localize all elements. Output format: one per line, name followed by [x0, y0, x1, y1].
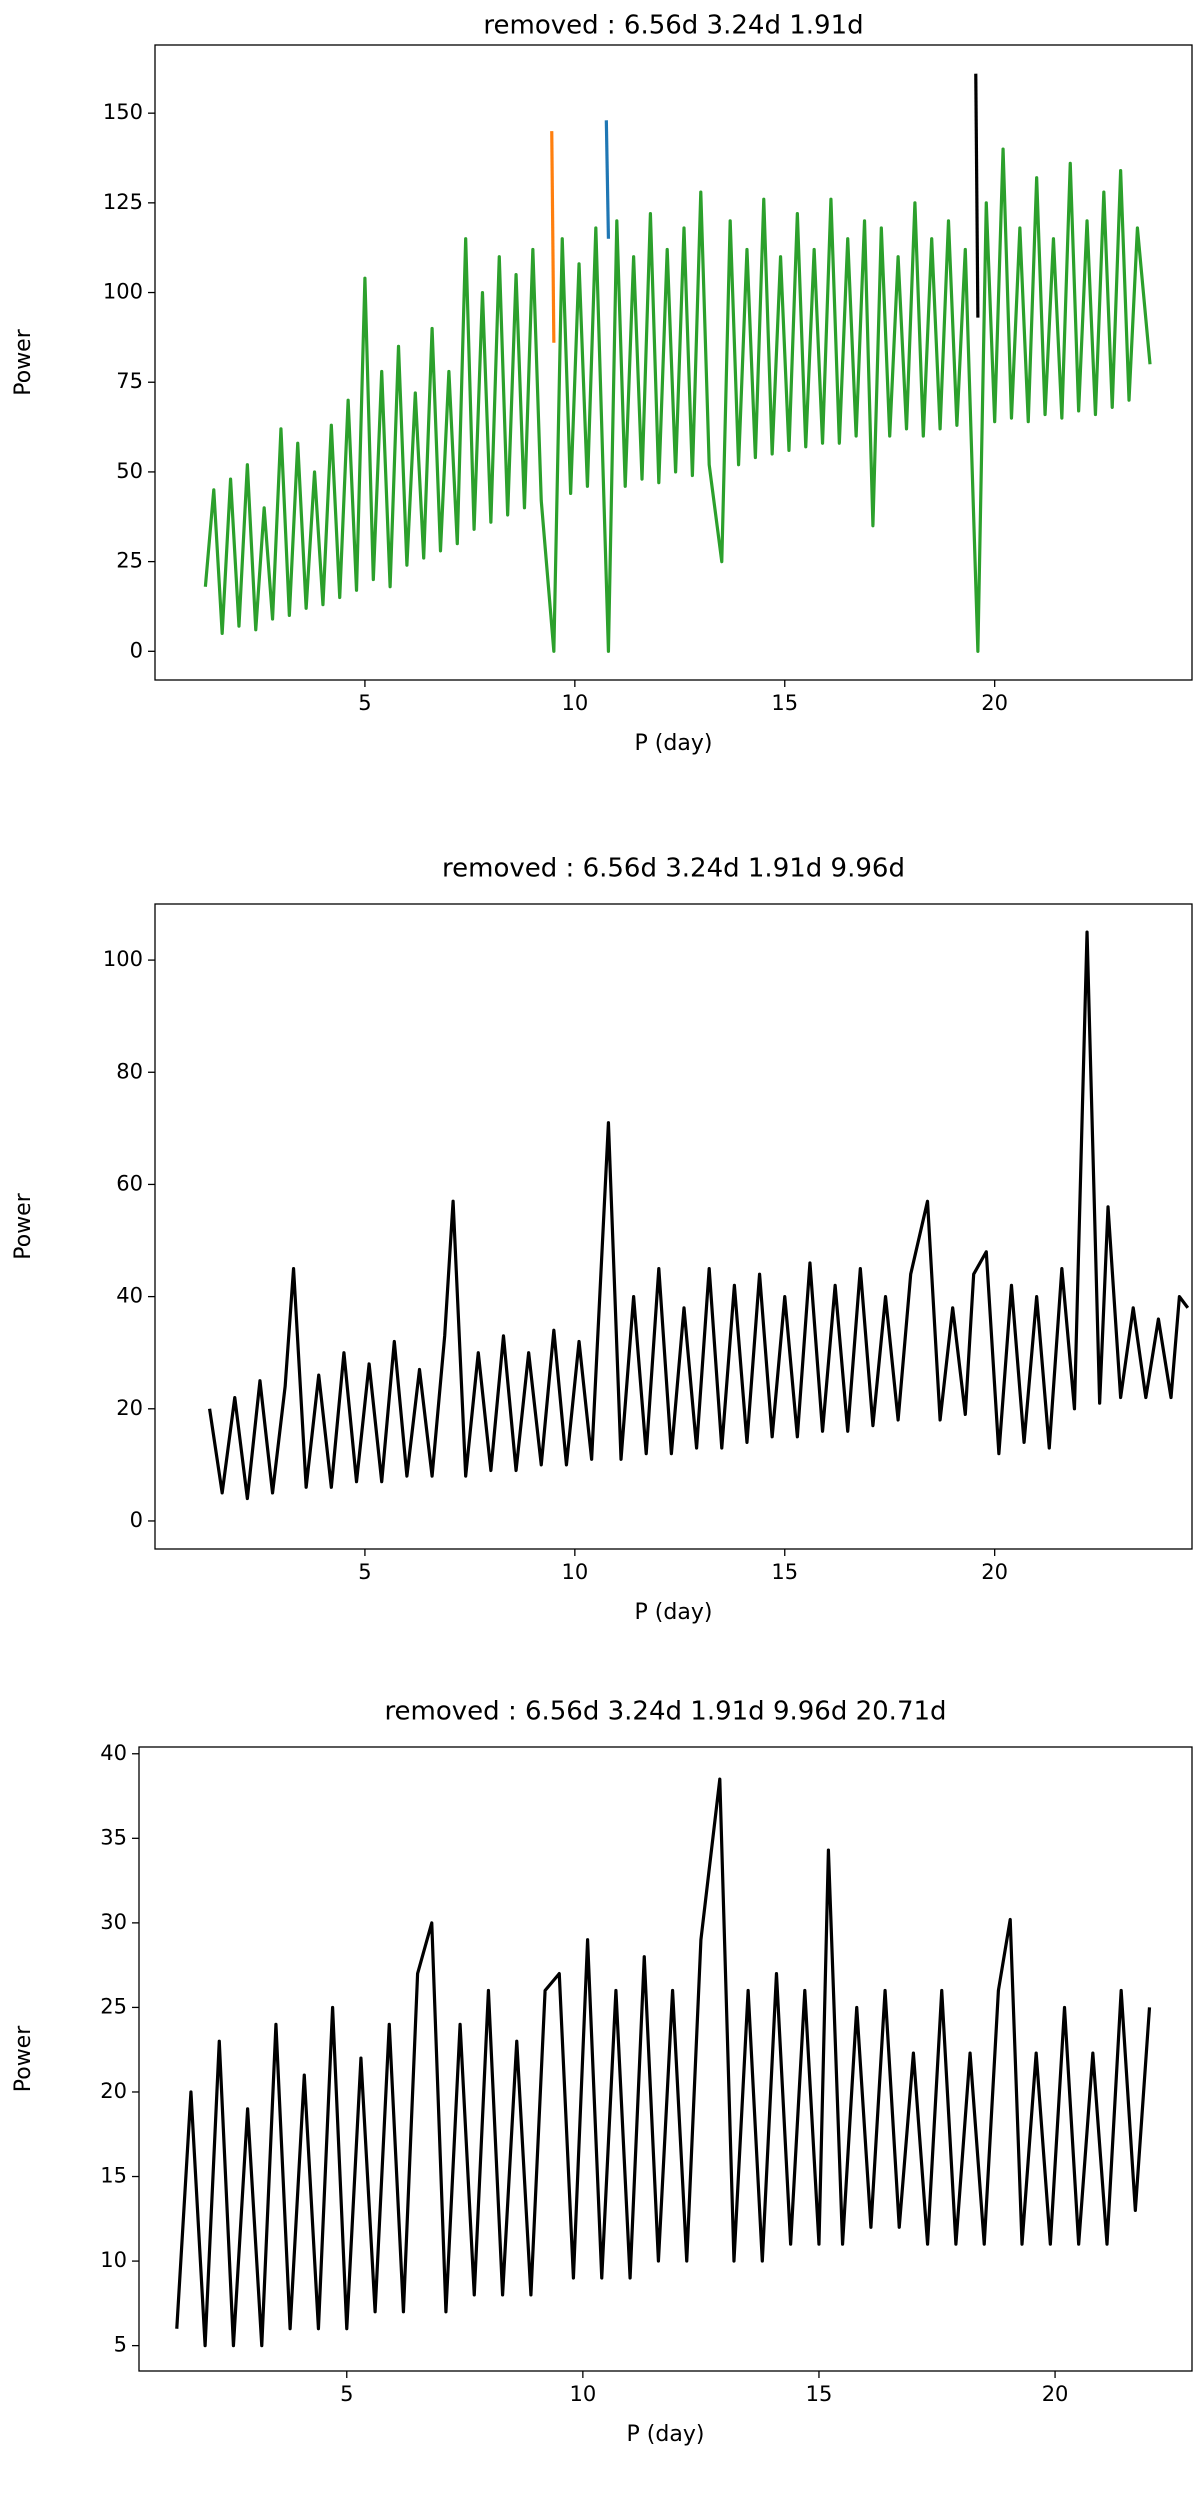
- x-tick-label: 20: [981, 691, 1008, 715]
- x-tick-label: 10: [561, 691, 588, 715]
- x-tick-label: 20: [1042, 2382, 1069, 2406]
- chart-title: removed : 6.56d 3.24d 1.91d 9.96d: [442, 854, 905, 884]
- x-axis-label: P (day): [627, 2422, 705, 2447]
- x-axis-label: P (day): [635, 1600, 713, 1625]
- y-tick-label: 100: [103, 947, 143, 971]
- y-axis-label: Power: [11, 2025, 36, 2092]
- series-line: [207, 930, 1190, 1501]
- y-tick-label: 10: [100, 2248, 127, 2272]
- x-tick-label: 15: [806, 2382, 833, 2406]
- subplot: removed : 6.56d 3.24d 1.91d P (day) Power 5…: [11, 11, 1193, 756]
- y-axis-label: Power: [11, 328, 36, 395]
- chart-title: removed : 6.56d 3.24d 1.91d 9.96d 20.71d: [384, 1697, 946, 1727]
- y-tick-label: 40: [100, 1741, 127, 1765]
- series-line: [604, 120, 611, 239]
- series-line: [974, 73, 980, 318]
- y-tick-label: 20: [100, 2079, 127, 2103]
- y-tick-label: 150: [103, 100, 143, 124]
- x-tick-label: 15: [771, 1560, 798, 1584]
- y-axis-label: Power: [11, 1192, 36, 1259]
- x-tick-label: 5: [340, 2382, 353, 2406]
- y-tick-label: 60: [116, 1171, 143, 1195]
- y-tick-label: 0: [130, 638, 143, 662]
- x-tick-label: 10: [569, 2382, 596, 2406]
- plot-frame: [154, 44, 1193, 681]
- y-tick-label: 25: [116, 549, 143, 573]
- series-line: [175, 1777, 1152, 2348]
- y-tick-label: 5: [114, 2333, 127, 2357]
- x-tick-label: 20: [981, 1560, 1008, 1584]
- x-tick-label: 10: [561, 1560, 588, 1584]
- y-tick-label: 15: [100, 2164, 127, 2188]
- plot-frame: [138, 1746, 1193, 2372]
- y-tick-label: 25: [100, 1994, 127, 2018]
- y-tick-label: 80: [116, 1059, 143, 1083]
- y-tick-label: 30: [100, 1910, 127, 1934]
- series-line: [203, 147, 1152, 653]
- y-tick-label: 40: [116, 1284, 143, 1308]
- y-tick-label: 20: [116, 1396, 143, 1420]
- series-line: [550, 131, 556, 343]
- subplot: removed : 6.56d 3.24d 1.91d 9.96d P (day)…: [11, 854, 1193, 1625]
- x-tick-label: 5: [358, 1560, 371, 1584]
- subplot: removed : 6.56d 3.24d 1.91d 9.96d 20.71d…: [11, 1697, 1193, 2447]
- x-tick-label: 5: [358, 691, 371, 715]
- chart-title: removed : 6.56d 3.24d 1.91d: [483, 11, 863, 41]
- y-tick-label: 0: [130, 1508, 143, 1532]
- y-tick-label: 75: [116, 369, 143, 393]
- x-axis-label: P (day): [635, 731, 713, 756]
- y-tick-label: 100: [103, 280, 143, 304]
- y-tick-label: 125: [103, 190, 143, 214]
- x-tick-label: 15: [771, 691, 798, 715]
- plot-frame: [154, 903, 1193, 1550]
- y-tick-label: 35: [100, 1825, 127, 1849]
- y-tick-label: 50: [116, 459, 143, 483]
